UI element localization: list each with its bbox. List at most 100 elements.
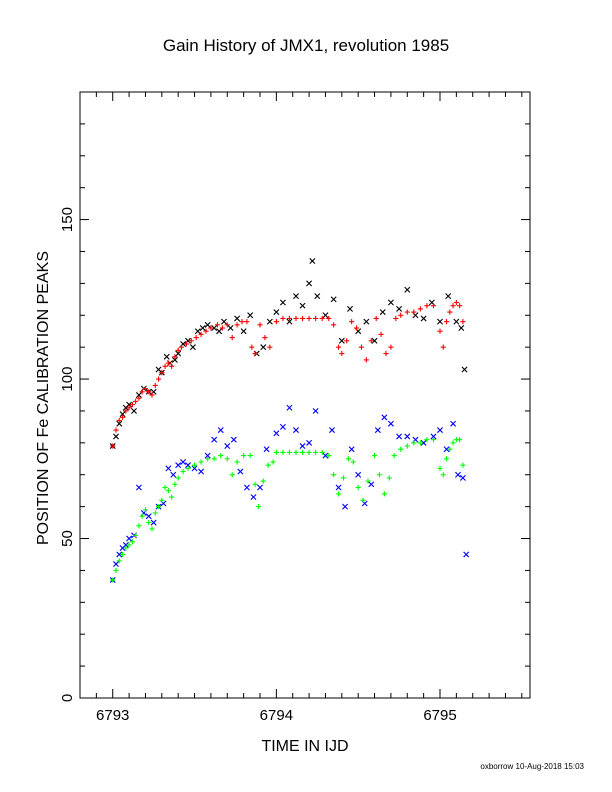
data-point	[155, 504, 162, 510]
data-point	[199, 325, 206, 332]
data-point	[270, 459, 276, 465]
data-point	[381, 414, 388, 421]
data-point	[169, 363, 175, 369]
data-point	[348, 446, 355, 453]
chart-title: Gain History of JMX1, revolution 1985	[162, 36, 450, 55]
data-point	[404, 309, 410, 315]
data-point	[453, 299, 459, 306]
data-point	[191, 462, 198, 468]
data-point	[129, 539, 135, 545]
data-point	[293, 293, 299, 300]
data-point	[116, 417, 122, 424]
data-point	[146, 389, 152, 395]
data-point	[198, 331, 204, 337]
data-point	[286, 404, 293, 411]
data-point	[180, 468, 186, 475]
data-point	[205, 456, 211, 462]
data-point	[306, 449, 312, 456]
data-point	[404, 443, 410, 449]
data-point	[391, 453, 397, 459]
data-point	[363, 357, 369, 363]
x-axis-label: TIME IN IJD	[261, 738, 349, 755]
data-point	[450, 420, 457, 427]
data-point	[252, 350, 258, 357]
data-point	[262, 334, 268, 341]
data-point	[322, 312, 329, 319]
data-point	[211, 436, 218, 443]
data-point	[368, 481, 375, 488]
data-point	[122, 541, 129, 548]
data-point	[338, 337, 345, 344]
data-point	[172, 354, 178, 360]
footer-stamp: oxborrow 10-Aug-2018 15:03	[480, 762, 584, 771]
data-point	[365, 478, 371, 484]
data-point	[216, 328, 223, 335]
data-point	[163, 353, 170, 360]
data-point	[247, 312, 254, 319]
data-point	[247, 453, 253, 459]
data-point	[155, 376, 162, 382]
data-point	[430, 303, 437, 309]
data-point	[443, 456, 450, 462]
data-point	[113, 433, 119, 440]
data-point	[363, 318, 370, 325]
y-tick-label: 100	[59, 367, 76, 392]
data-point	[159, 370, 165, 376]
data-point	[255, 504, 261, 510]
data-point	[126, 401, 133, 408]
data-point	[260, 344, 267, 351]
data-point	[371, 453, 378, 459]
data-point	[424, 437, 430, 443]
data-point	[280, 315, 286, 322]
data-point	[342, 503, 349, 510]
data-point	[373, 315, 379, 322]
data-point	[211, 325, 218, 332]
data-point	[175, 462, 182, 469]
data-point	[430, 437, 437, 443]
data-point	[162, 363, 168, 369]
data-point	[273, 449, 279, 456]
data-point	[240, 328, 247, 335]
data-point	[331, 472, 337, 478]
data-point	[381, 491, 387, 497]
data-point	[293, 449, 299, 456]
data-point	[234, 322, 240, 328]
data-point	[461, 366, 468, 373]
data-point	[460, 462, 466, 468]
data-point	[420, 315, 427, 322]
data-point	[396, 433, 403, 440]
data-point	[244, 319, 250, 325]
data-point	[312, 407, 319, 414]
data-point	[460, 319, 466, 325]
data-point	[113, 567, 119, 574]
data-point	[388, 344, 394, 350]
data-point	[263, 446, 270, 453]
data-point	[453, 318, 460, 325]
data-point	[110, 577, 116, 583]
data-point	[457, 303, 463, 309]
data-point	[279, 423, 286, 430]
data-point	[203, 328, 209, 334]
data-point	[145, 513, 152, 520]
data-point	[165, 360, 171, 366]
data-point	[353, 325, 360, 331]
data-point	[221, 318, 227, 325]
data-point	[249, 344, 255, 350]
data-point	[123, 545, 129, 551]
data-point	[198, 459, 204, 465]
data-point	[345, 456, 351, 462]
data-point	[267, 344, 273, 350]
data-point	[227, 325, 234, 332]
data-point	[280, 449, 286, 456]
data-point	[188, 338, 194, 344]
data-point	[371, 337, 378, 344]
data-point	[175, 350, 182, 357]
data-point	[110, 443, 116, 449]
data-point	[450, 303, 456, 309]
data-point	[133, 398, 139, 404]
x-tick-label: 6793	[96, 707, 129, 724]
plot-frame	[79, 91, 531, 699]
data-point	[191, 465, 198, 472]
data-point	[136, 395, 142, 401]
